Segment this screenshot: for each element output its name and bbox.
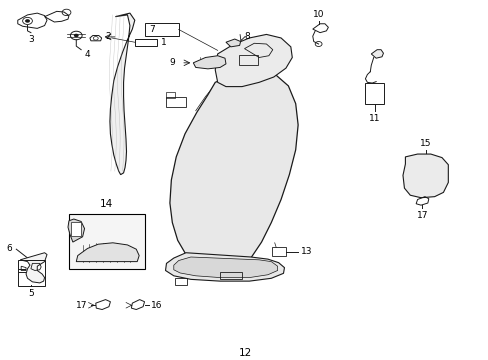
Circle shape [25, 19, 30, 23]
Text: 2: 2 [105, 32, 111, 41]
Bar [144, 23, 178, 36]
Text: 11: 11 [368, 114, 380, 123]
Text: 8: 8 [244, 32, 250, 41]
Bar [175, 278, 187, 285]
Polygon shape [68, 219, 84, 242]
Bar [135, 39, 157, 46]
Circle shape [93, 37, 98, 40]
Bar [165, 91, 175, 98]
Polygon shape [215, 35, 292, 87]
Bar [365, 83, 383, 104]
Bar [71, 222, 81, 236]
Text: 14: 14 [100, 199, 113, 210]
Bar [220, 271, 242, 279]
Text: 15: 15 [419, 139, 431, 148]
Polygon shape [370, 50, 383, 58]
Polygon shape [173, 257, 277, 278]
Bar [69, 214, 144, 269]
Text: 17: 17 [416, 211, 427, 220]
Bar [18, 260, 44, 287]
Text: 5: 5 [28, 289, 34, 298]
Polygon shape [20, 253, 47, 283]
Bar [144, 70, 346, 336]
Bar [166, 97, 185, 107]
Text: 7: 7 [149, 25, 155, 34]
Text: 6: 6 [6, 244, 12, 253]
Bar [272, 247, 285, 256]
Text: 16: 16 [151, 301, 162, 310]
Polygon shape [225, 39, 240, 47]
Text: 9: 9 [169, 58, 175, 67]
Bar [238, 55, 258, 65]
Text: 1: 1 [160, 38, 166, 47]
Text: 12: 12 [239, 347, 252, 357]
Polygon shape [402, 154, 447, 198]
Text: 3: 3 [28, 35, 34, 44]
Polygon shape [76, 243, 139, 262]
Circle shape [74, 34, 79, 37]
Polygon shape [110, 13, 135, 175]
Text: 4: 4 [85, 50, 90, 59]
Polygon shape [169, 70, 298, 275]
Text: 13: 13 [300, 247, 311, 256]
Text: 17: 17 [76, 301, 87, 310]
Text: 10: 10 [312, 10, 324, 19]
Polygon shape [165, 253, 284, 281]
Polygon shape [193, 56, 225, 69]
